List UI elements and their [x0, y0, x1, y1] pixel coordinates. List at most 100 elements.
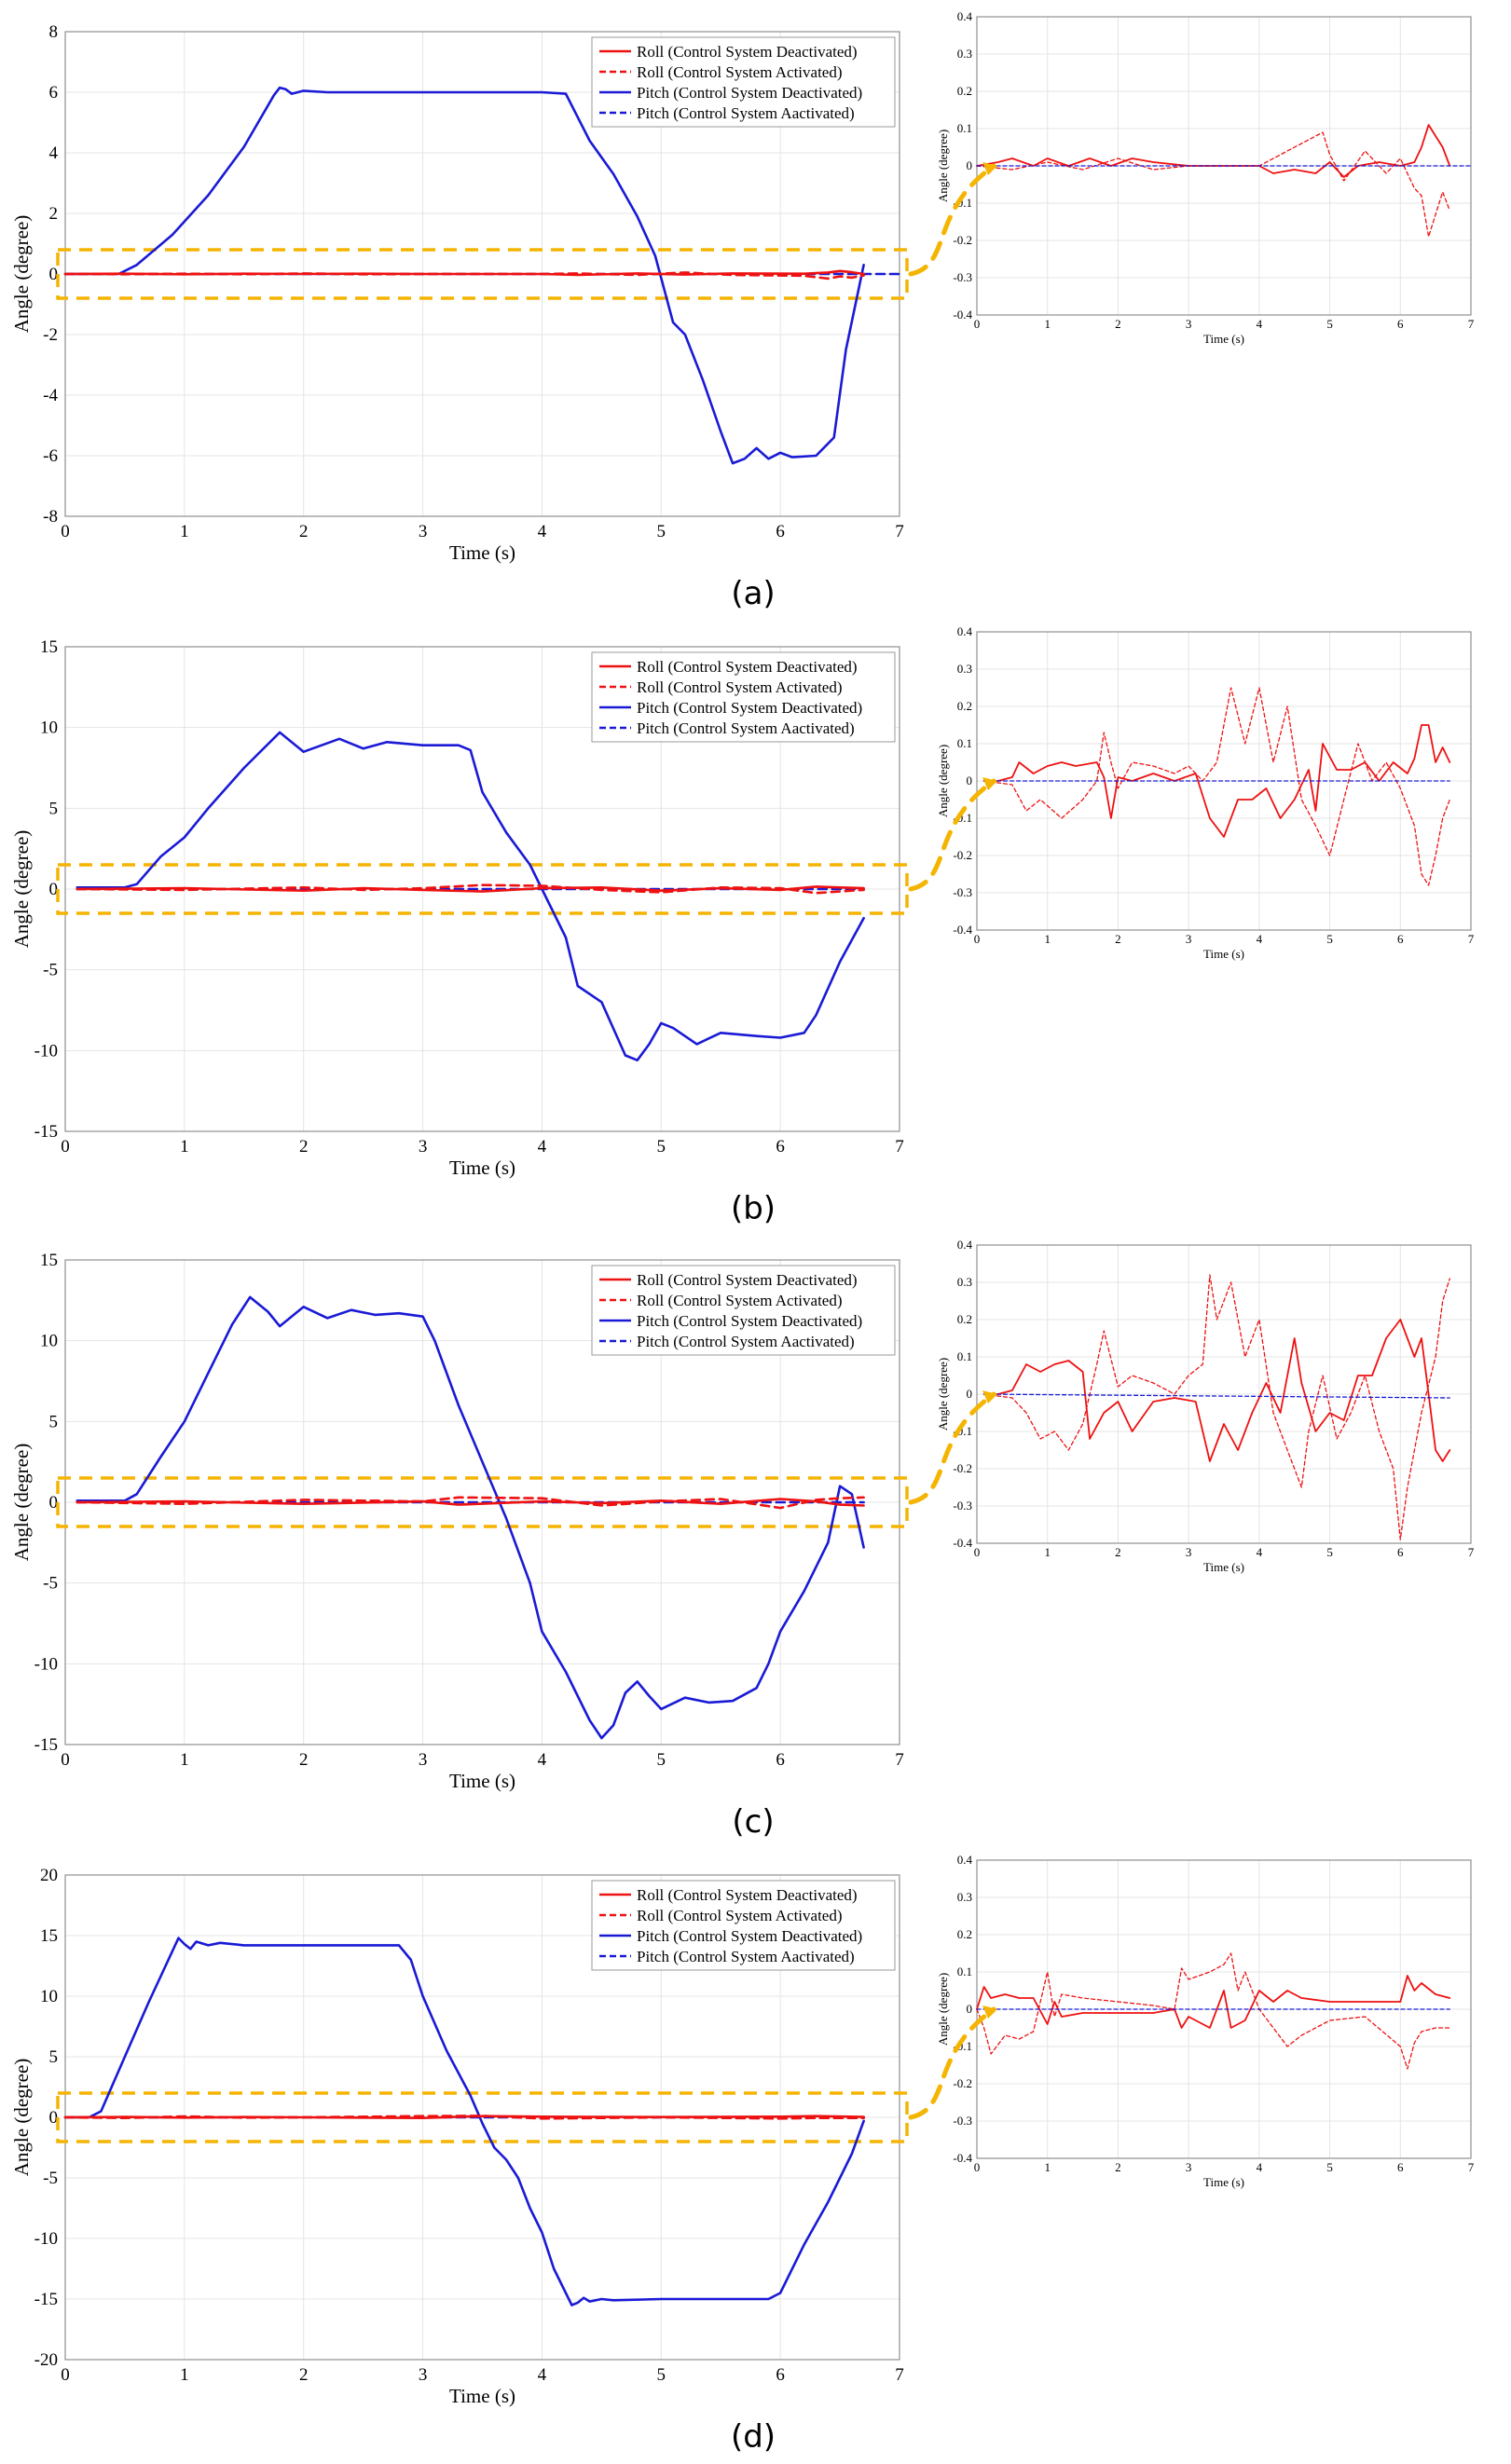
panel-d-legend-label: Pitch (Control System Deactivated) — [637, 1927, 862, 1945]
panel-a-inset-xtick-label: 7 — [1468, 317, 1475, 331]
panel-d-main-xtick-label: 5 — [657, 2365, 666, 2385]
panel-c-legend: Roll (Control System Deactivated) Roll (C… — [591, 1265, 896, 1356]
panel-b-main-xtick-label: 7 — [895, 1137, 904, 1157]
panel-b-legend: Roll (Control System Deactivated) Roll (C… — [591, 651, 896, 743]
panel-c-main-xtick-label: 1 — [180, 1750, 189, 1770]
panel-d-main-xtick-label: 3 — [419, 2365, 428, 2385]
panel-a-inset-xtick-label: 5 — [1326, 317, 1333, 331]
panel-a-main-ytick-label: -4 — [43, 386, 58, 405]
panel-d-inset-ytick-label: 0.2 — [957, 1927, 972, 1941]
panel-c-inset-y-axis-label: Angle (degree) — [936, 1358, 950, 1430]
panel-d-inset-ytick-label: 0.4 — [957, 1853, 973, 1867]
panel-b-inset-series-roll-control-system-deactivated — [982, 724, 1451, 838]
panel-c-main-series-roll-control-system-deactivated — [76, 1498, 865, 1507]
panel-b-inset-ytick-label: 0.1 — [957, 736, 972, 750]
panel-c-inset-xtick-label: 3 — [1186, 1545, 1192, 1559]
panel-c-main-xtick-label: 7 — [895, 1750, 904, 1770]
panel-c-main-ytick-label: 10 — [40, 1332, 58, 1351]
panel-d-main-xtick-label: 4 — [538, 2365, 547, 2385]
panel-d-main-ytick-label: 20 — [40, 1866, 58, 1885]
panel-b-inset-xtick-label: 1 — [1044, 932, 1051, 946]
panel-c-inset-series-pitch-control-system-aactivated — [982, 1393, 1450, 1399]
panel-b-main-y-axis-label: Angle (degree) — [10, 830, 33, 949]
panel-a-connector — [908, 163, 996, 277]
panel-b-legend-label: Roll (Control System Deactivated) — [637, 658, 858, 676]
panel-a-main-xtick-label: 2 — [299, 522, 309, 541]
panel-d-inset-xtick-label: 7 — [1468, 2160, 1475, 2174]
panel-c-inset-ytick-label: 0.2 — [957, 1312, 972, 1326]
panel-a-legend-box — [591, 36, 896, 128]
panel-b-main-ytick-label: 15 — [40, 637, 58, 657]
panel-b-main-xtick-label: 2 — [299, 1137, 309, 1157]
panel-b-inset-xtick-label: 4 — [1257, 932, 1263, 946]
panel-d-main-xtick-label: 7 — [895, 2365, 904, 2385]
panel-a-inset-xtick-label: 4 — [1257, 317, 1263, 331]
panel-b-inset-xtick-label: 6 — [1397, 932, 1404, 946]
panel-a-highlight-band — [56, 248, 909, 300]
panel-d-inset-ytick-label: -0.3 — [953, 2114, 972, 2128]
panel-c-main-xtick-label: 6 — [776, 1750, 785, 1770]
panel-c-legend-label: Pitch (Control System Aactivated) — [637, 1333, 855, 1350]
panel-d-legend-label: Roll (Control System Activated) — [637, 1907, 843, 1924]
panel-c-main-ytick-label: -15 — [34, 1735, 58, 1755]
panel-d-inset-ytick-label: -0.2 — [953, 2076, 972, 2090]
panel-b-main-ytick-label: -15 — [34, 1122, 58, 1142]
panel-d-inset-ytick-label: 0 — [967, 2002, 973, 2016]
panel-b-main-frame — [64, 646, 900, 1132]
panel-a-main-y-axis-label: Angle (degree) — [10, 215, 33, 334]
panel-d-main-ytick-label: 15 — [40, 1926, 58, 1946]
panel-b-main-xtick-label: 6 — [776, 1137, 785, 1157]
panel-b-connector — [908, 778, 996, 892]
panel-d-inset-xtick-label: 2 — [1115, 2160, 1121, 2174]
panel-d-inset-x-axis-label: Time (s) — [1203, 2175, 1244, 2189]
panel-b-inset-xtick-label: 5 — [1326, 932, 1333, 946]
panel-b-main-ytick-label: -5 — [43, 961, 58, 980]
panel-c-legend-box — [591, 1265, 896, 1356]
panel-c-inset-ytick-label: 0.1 — [957, 1349, 972, 1363]
panel-c-main-ytick-label: 0 — [49, 1493, 59, 1513]
panel-a-connector-arrowhead — [982, 162, 997, 175]
panel-b-legend-box — [591, 651, 896, 743]
panel-c-main-ytick-label: 15 — [40, 1251, 58, 1270]
panel-a-inset-ytick-label: 0.3 — [957, 47, 972, 61]
panel-a-main-ytick-label: 8 — [49, 22, 59, 42]
panel-c-main-ytick-label: 5 — [49, 1412, 59, 1431]
panel-c-legend-label: Roll (Control System Deactivated) — [637, 1271, 858, 1289]
panel-d-inset-xtick-label: 0 — [974, 2160, 981, 2174]
panel-b-main-ytick-label: 10 — [40, 719, 58, 738]
panel-b-label: (b) — [731, 1190, 776, 1227]
panel-b-main-ytick-label: 0 — [49, 880, 59, 899]
panel-a-legend-label: Pitch (Control System Deactivated) — [637, 84, 862, 102]
panel-c-main-xtick-label: 3 — [419, 1750, 428, 1770]
panel-c-inset-series-roll-control-system-deactivated — [982, 1319, 1451, 1462]
panel-b-inset-xtick-label: 2 — [1115, 932, 1121, 946]
panel-a-main-xtick-label: 5 — [657, 522, 666, 541]
panel-a-inset-ytick-label: 0.4 — [957, 9, 973, 23]
panel-a-inset-series-roll-control-system-deactivated — [976, 124, 1451, 178]
panel-b-main-xtick-label: 5 — [657, 1137, 666, 1157]
panel-c-main-y-axis-label: Angle (degree) — [10, 1444, 33, 1562]
panel-b-legend-label: Pitch (Control System Aactivated) — [637, 719, 855, 737]
panel-d-label: (d) — [731, 2418, 776, 2456]
panel-a-legend: Roll (Control System Deactivated) Roll (C… — [591, 36, 896, 128]
panel-a-main-xtick-label: 7 — [895, 522, 904, 541]
panel-a-main-xtick-label: 6 — [776, 522, 785, 541]
panel-a-main-ytick-label: -6 — [43, 446, 58, 466]
panel-d-main-xtick-label: 2 — [299, 2365, 309, 2385]
panel-a-inset-y-axis-label: Angle (degree) — [936, 130, 950, 202]
panel-b-inset-ytick-label: -0.3 — [953, 885, 972, 899]
panel-b-inset-ytick-label: -0.4 — [953, 923, 972, 937]
panel-b-inset-ytick-label: -0.2 — [953, 848, 972, 862]
panel-b-highlight-band — [56, 863, 909, 915]
panel-a-main-xtick-label: 0 — [61, 522, 70, 541]
panel-b-inset-frame — [976, 631, 1472, 931]
panel-c-inset-xtick-label: 7 — [1468, 1545, 1475, 1559]
panel-c-inset-xtick-label: 1 — [1044, 1545, 1051, 1559]
panel-d-legend: Roll (Control System Deactivated) Roll (C… — [591, 1880, 896, 1971]
panel-d-legend-box — [591, 1880, 896, 1971]
panel-a-inset-x-axis-label: Time (s) — [1203, 332, 1244, 346]
panel-d-main-x-axis-label: Time (s) — [449, 2385, 515, 2407]
panel-a-inset-ytick-label: 0.1 — [957, 121, 972, 135]
panel-a-inset-xtick-label: 3 — [1186, 317, 1192, 331]
